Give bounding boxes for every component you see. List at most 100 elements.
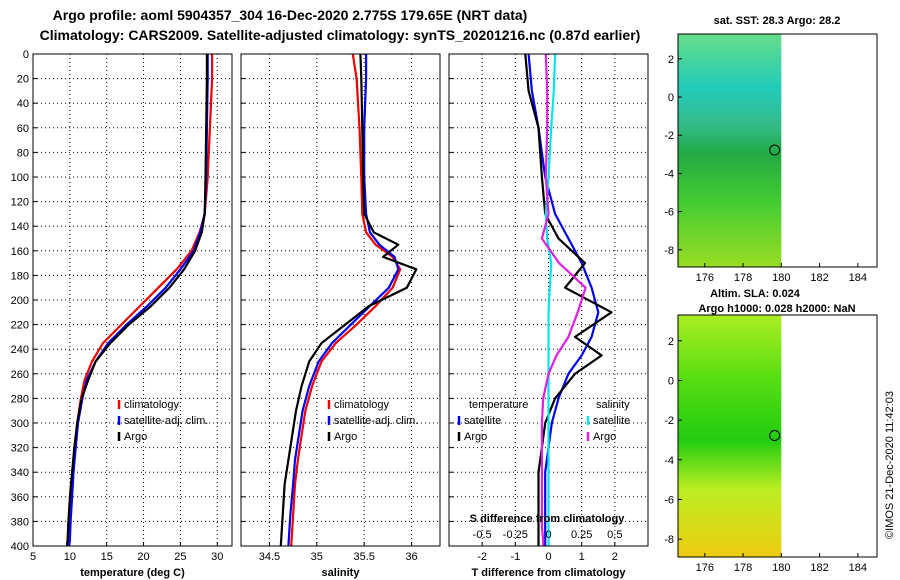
y-tick-label: 120 [11,197,29,209]
x2-tick-label: 0 [545,529,551,541]
x-tick-label: 36 [405,551,417,563]
y-tick-label: -8 [664,534,674,546]
x-axis-label: temperature (deg C) [80,567,185,579]
legend-title-temperature: temperature [469,399,528,411]
map-field [678,315,782,557]
y-tick-label: 380 [11,516,29,528]
y-tick-label: 220 [11,320,29,332]
salinity-panel: 34.5 35 35.5 36 salinity climatology satellite… [240,53,441,579]
x-tick-label: 25 [174,551,186,563]
series-line-argo [279,53,418,547]
x-tick-label: 10 [64,551,76,563]
timestamp-label: ©IMOS 21-Dec-2020 11:42:03 [884,391,896,539]
plot-frame [240,53,441,547]
y-tick-label: 2 [668,54,674,66]
x-tick-label: 35 [311,551,323,563]
series-line-salinity-argo [540,53,587,546]
x-tick-label: 178 [734,272,752,284]
legend-entry: satellite-adj. clim. [334,415,418,427]
plot-frame [32,53,233,547]
map-frame [677,314,878,558]
y-tick-label: -2 [664,415,674,427]
legend-entry: climatology [334,399,390,411]
y-tick-label: 280 [11,393,29,405]
legend-entry: satellite [593,415,630,427]
x-tick-label: 184 [849,272,867,284]
series-line-climatology [290,53,402,547]
x-tick-label: 1 [579,551,585,563]
x-tick-label: 180 [772,272,790,284]
y-tick-label: 200 [11,295,29,307]
y-tick-label: 180 [11,270,29,282]
x-tick-label: 184 [849,562,867,574]
plot-frame [448,53,649,547]
y-tick-label: -4 [664,168,674,180]
legend-entry: Argo [124,431,147,443]
legend-entry: satellite [464,415,501,427]
x-tick-label: 30 [211,551,223,563]
y-tick-label: 80 [17,147,29,159]
y-tick-label: 160 [11,246,29,258]
y-tick-label: 60 [17,123,29,135]
legend-entry: Argo [334,431,357,443]
legend-entry: Argo [464,431,487,443]
y-tick-label: 360 [11,492,29,504]
x2-tick-label: 0.5 [607,529,622,541]
x-tick-label: 182 [810,562,828,574]
y-tick-label: 0 [668,92,674,104]
x2-tick-label: 0.25 [571,529,592,541]
x-tick-label: 176 [696,562,714,574]
y-tick-label: -2 [664,130,674,142]
sla-map-panel: 176 178 180 182 184 2 0 -2 -4 -6 -8 Altim. SLA: 0.0… [664,288,878,574]
y-tick-label: 0 [668,375,674,387]
x-tick-label: 182 [810,272,828,284]
sst-map-title: sat. SST: 28.3 Argo: 28.2 [714,15,841,27]
difference-panel: -2 -1 0 1 2 T difference from climatology temp… [448,53,649,579]
y-tick-label: -4 [664,455,674,467]
x-tick-label: 5 [30,551,36,563]
map-frame [677,33,878,268]
x2-tick-label: -0.5 [473,529,492,541]
title-line-2: Climatology: CARS2009. Satellite-adjuste… [40,27,641,43]
x-tick-label: 20 [137,551,149,563]
x-tick-label: -1 [510,551,520,563]
y-tick-label: 140 [11,221,29,233]
series-line-temperature-argo [524,53,613,546]
sla-map-subtitle: Argo h1000: 0.028 h2000: NaN [698,303,855,315]
x-tick-label: 180 [772,562,790,574]
legend-title-salinity: salinity [596,399,630,411]
x-tick-label: 178 [734,562,752,574]
x-tick-label: 0 [545,551,551,563]
y-tick-label: -8 [664,245,674,257]
y-tick-label: -6 [664,207,674,219]
x2-axis-label: S difference from climatology [470,513,626,525]
y-tick-label: 2 [668,336,674,348]
y-tick-label: 320 [11,443,29,455]
legend-entry: Argo [593,431,616,443]
y-tick-label: 300 [11,418,29,430]
x-axis-label: salinity [322,567,361,579]
legend-entry: climatology [124,399,180,411]
y-tick-label: 100 [11,172,29,184]
argo-position-marker [769,430,781,442]
legend-entry: satellite-adj. clim. [124,415,208,427]
x-tick-label: -2 [477,551,487,563]
map-field [678,34,782,267]
argo-position-marker [769,144,781,156]
y-tick-label: 400 [11,541,29,553]
temperature-panel: 5 10 15 20 25 3002040608010012014016018020022… [11,49,233,579]
y-tick-label: 260 [11,369,29,381]
x-axis-label: T difference from climatology [471,567,626,579]
x-tick-label: 176 [696,272,714,284]
x-tick-label: 34.5 [259,551,280,563]
y-tick-label: 0 [23,49,29,61]
series-line-argo [65,54,208,547]
x-tick-label: 15 [101,551,113,563]
x2-tick-label: -0.25 [503,529,528,541]
sla-map-title: Altim. SLA: 0.024 [710,288,801,300]
y-tick-label: 240 [11,344,29,356]
y-tick-label: 40 [17,98,29,110]
y-tick-label: 20 [17,74,29,86]
sst-map-panel: 176 178 180 182 184 2 0 -2 -4 -6 -8 sat. SST: 28.3 … [664,15,878,284]
